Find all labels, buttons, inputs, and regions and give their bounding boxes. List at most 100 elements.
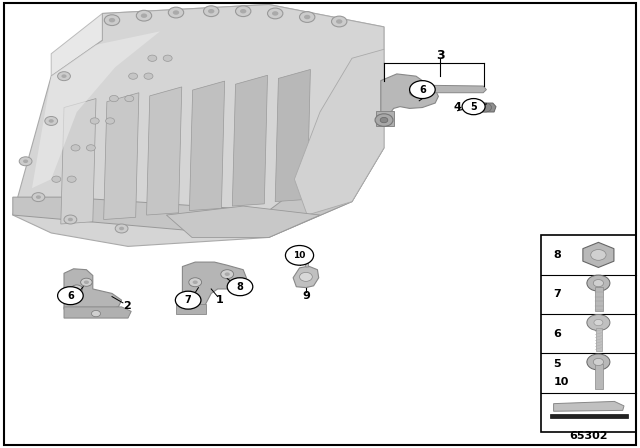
Circle shape: [336, 19, 342, 24]
Bar: [550, 414, 628, 418]
Polygon shape: [376, 111, 394, 126]
Circle shape: [148, 55, 157, 61]
Circle shape: [462, 99, 485, 115]
Text: 6: 6: [67, 291, 74, 301]
Bar: [595, 287, 603, 311]
Circle shape: [410, 89, 420, 96]
Circle shape: [300, 272, 312, 281]
Polygon shape: [64, 307, 131, 318]
Text: 5: 5: [470, 102, 477, 112]
Circle shape: [272, 11, 278, 16]
Circle shape: [109, 18, 115, 22]
Text: 3: 3: [436, 48, 445, 62]
Polygon shape: [303, 260, 308, 267]
Circle shape: [175, 291, 201, 309]
Text: 7: 7: [185, 295, 191, 305]
Polygon shape: [293, 266, 319, 288]
Circle shape: [227, 278, 253, 296]
Circle shape: [45, 116, 58, 125]
Circle shape: [221, 270, 234, 279]
Circle shape: [168, 7, 184, 18]
Text: 10: 10: [554, 377, 569, 387]
Bar: [596, 328, 602, 351]
Circle shape: [61, 74, 67, 78]
Circle shape: [71, 145, 80, 151]
Circle shape: [52, 176, 61, 182]
Polygon shape: [189, 81, 225, 211]
Circle shape: [106, 118, 115, 124]
Circle shape: [332, 16, 347, 27]
Polygon shape: [176, 304, 206, 314]
Circle shape: [71, 285, 83, 293]
Circle shape: [129, 73, 138, 79]
Circle shape: [593, 358, 604, 366]
Circle shape: [81, 278, 92, 286]
Text: 4: 4: [454, 102, 461, 112]
Circle shape: [587, 354, 610, 370]
Circle shape: [36, 195, 41, 199]
Circle shape: [300, 12, 315, 22]
Text: 5: 5: [554, 359, 561, 369]
Text: 9: 9: [302, 291, 310, 301]
Circle shape: [67, 176, 76, 182]
Text: 6: 6: [419, 85, 426, 95]
Polygon shape: [294, 49, 384, 215]
Text: 10: 10: [293, 251, 306, 260]
Circle shape: [19, 157, 32, 166]
Circle shape: [136, 10, 152, 21]
Polygon shape: [51, 4, 384, 76]
Polygon shape: [32, 31, 160, 188]
Circle shape: [594, 319, 603, 326]
Circle shape: [587, 275, 610, 291]
Polygon shape: [583, 242, 614, 267]
Circle shape: [593, 280, 604, 287]
Circle shape: [86, 145, 95, 151]
Circle shape: [115, 224, 128, 233]
Polygon shape: [554, 401, 624, 411]
Circle shape: [591, 250, 606, 260]
Text: 1: 1: [216, 295, 223, 305]
Polygon shape: [166, 206, 320, 237]
Circle shape: [68, 218, 73, 221]
Circle shape: [189, 278, 202, 287]
Polygon shape: [381, 74, 438, 113]
Polygon shape: [104, 93, 139, 220]
Circle shape: [240, 9, 246, 13]
Polygon shape: [13, 148, 384, 237]
Bar: [595, 364, 603, 389]
Circle shape: [410, 81, 435, 99]
Polygon shape: [232, 75, 268, 206]
Circle shape: [84, 280, 89, 284]
Circle shape: [285, 246, 314, 265]
Circle shape: [74, 287, 79, 291]
Polygon shape: [416, 85, 486, 93]
Text: 2: 2: [123, 301, 131, 310]
Circle shape: [193, 280, 198, 284]
Circle shape: [49, 119, 54, 123]
Circle shape: [104, 15, 120, 26]
Circle shape: [380, 117, 388, 123]
Polygon shape: [182, 262, 246, 306]
Bar: [541, 235, 636, 432]
Circle shape: [90, 118, 99, 124]
Text: 65302: 65302: [569, 431, 607, 441]
Circle shape: [225, 272, 230, 276]
Circle shape: [58, 287, 83, 305]
Circle shape: [92, 310, 100, 317]
Polygon shape: [64, 269, 122, 310]
Text: 8: 8: [237, 282, 243, 292]
Circle shape: [208, 9, 214, 13]
Circle shape: [109, 95, 118, 102]
Text: 8: 8: [554, 250, 561, 260]
Circle shape: [125, 95, 134, 102]
Polygon shape: [13, 4, 384, 246]
Circle shape: [141, 13, 147, 18]
Circle shape: [173, 10, 179, 15]
Circle shape: [58, 72, 70, 81]
Polygon shape: [61, 99, 96, 224]
Circle shape: [23, 159, 28, 163]
Circle shape: [144, 73, 153, 79]
Circle shape: [587, 314, 610, 331]
Polygon shape: [147, 87, 182, 215]
Polygon shape: [477, 103, 496, 112]
